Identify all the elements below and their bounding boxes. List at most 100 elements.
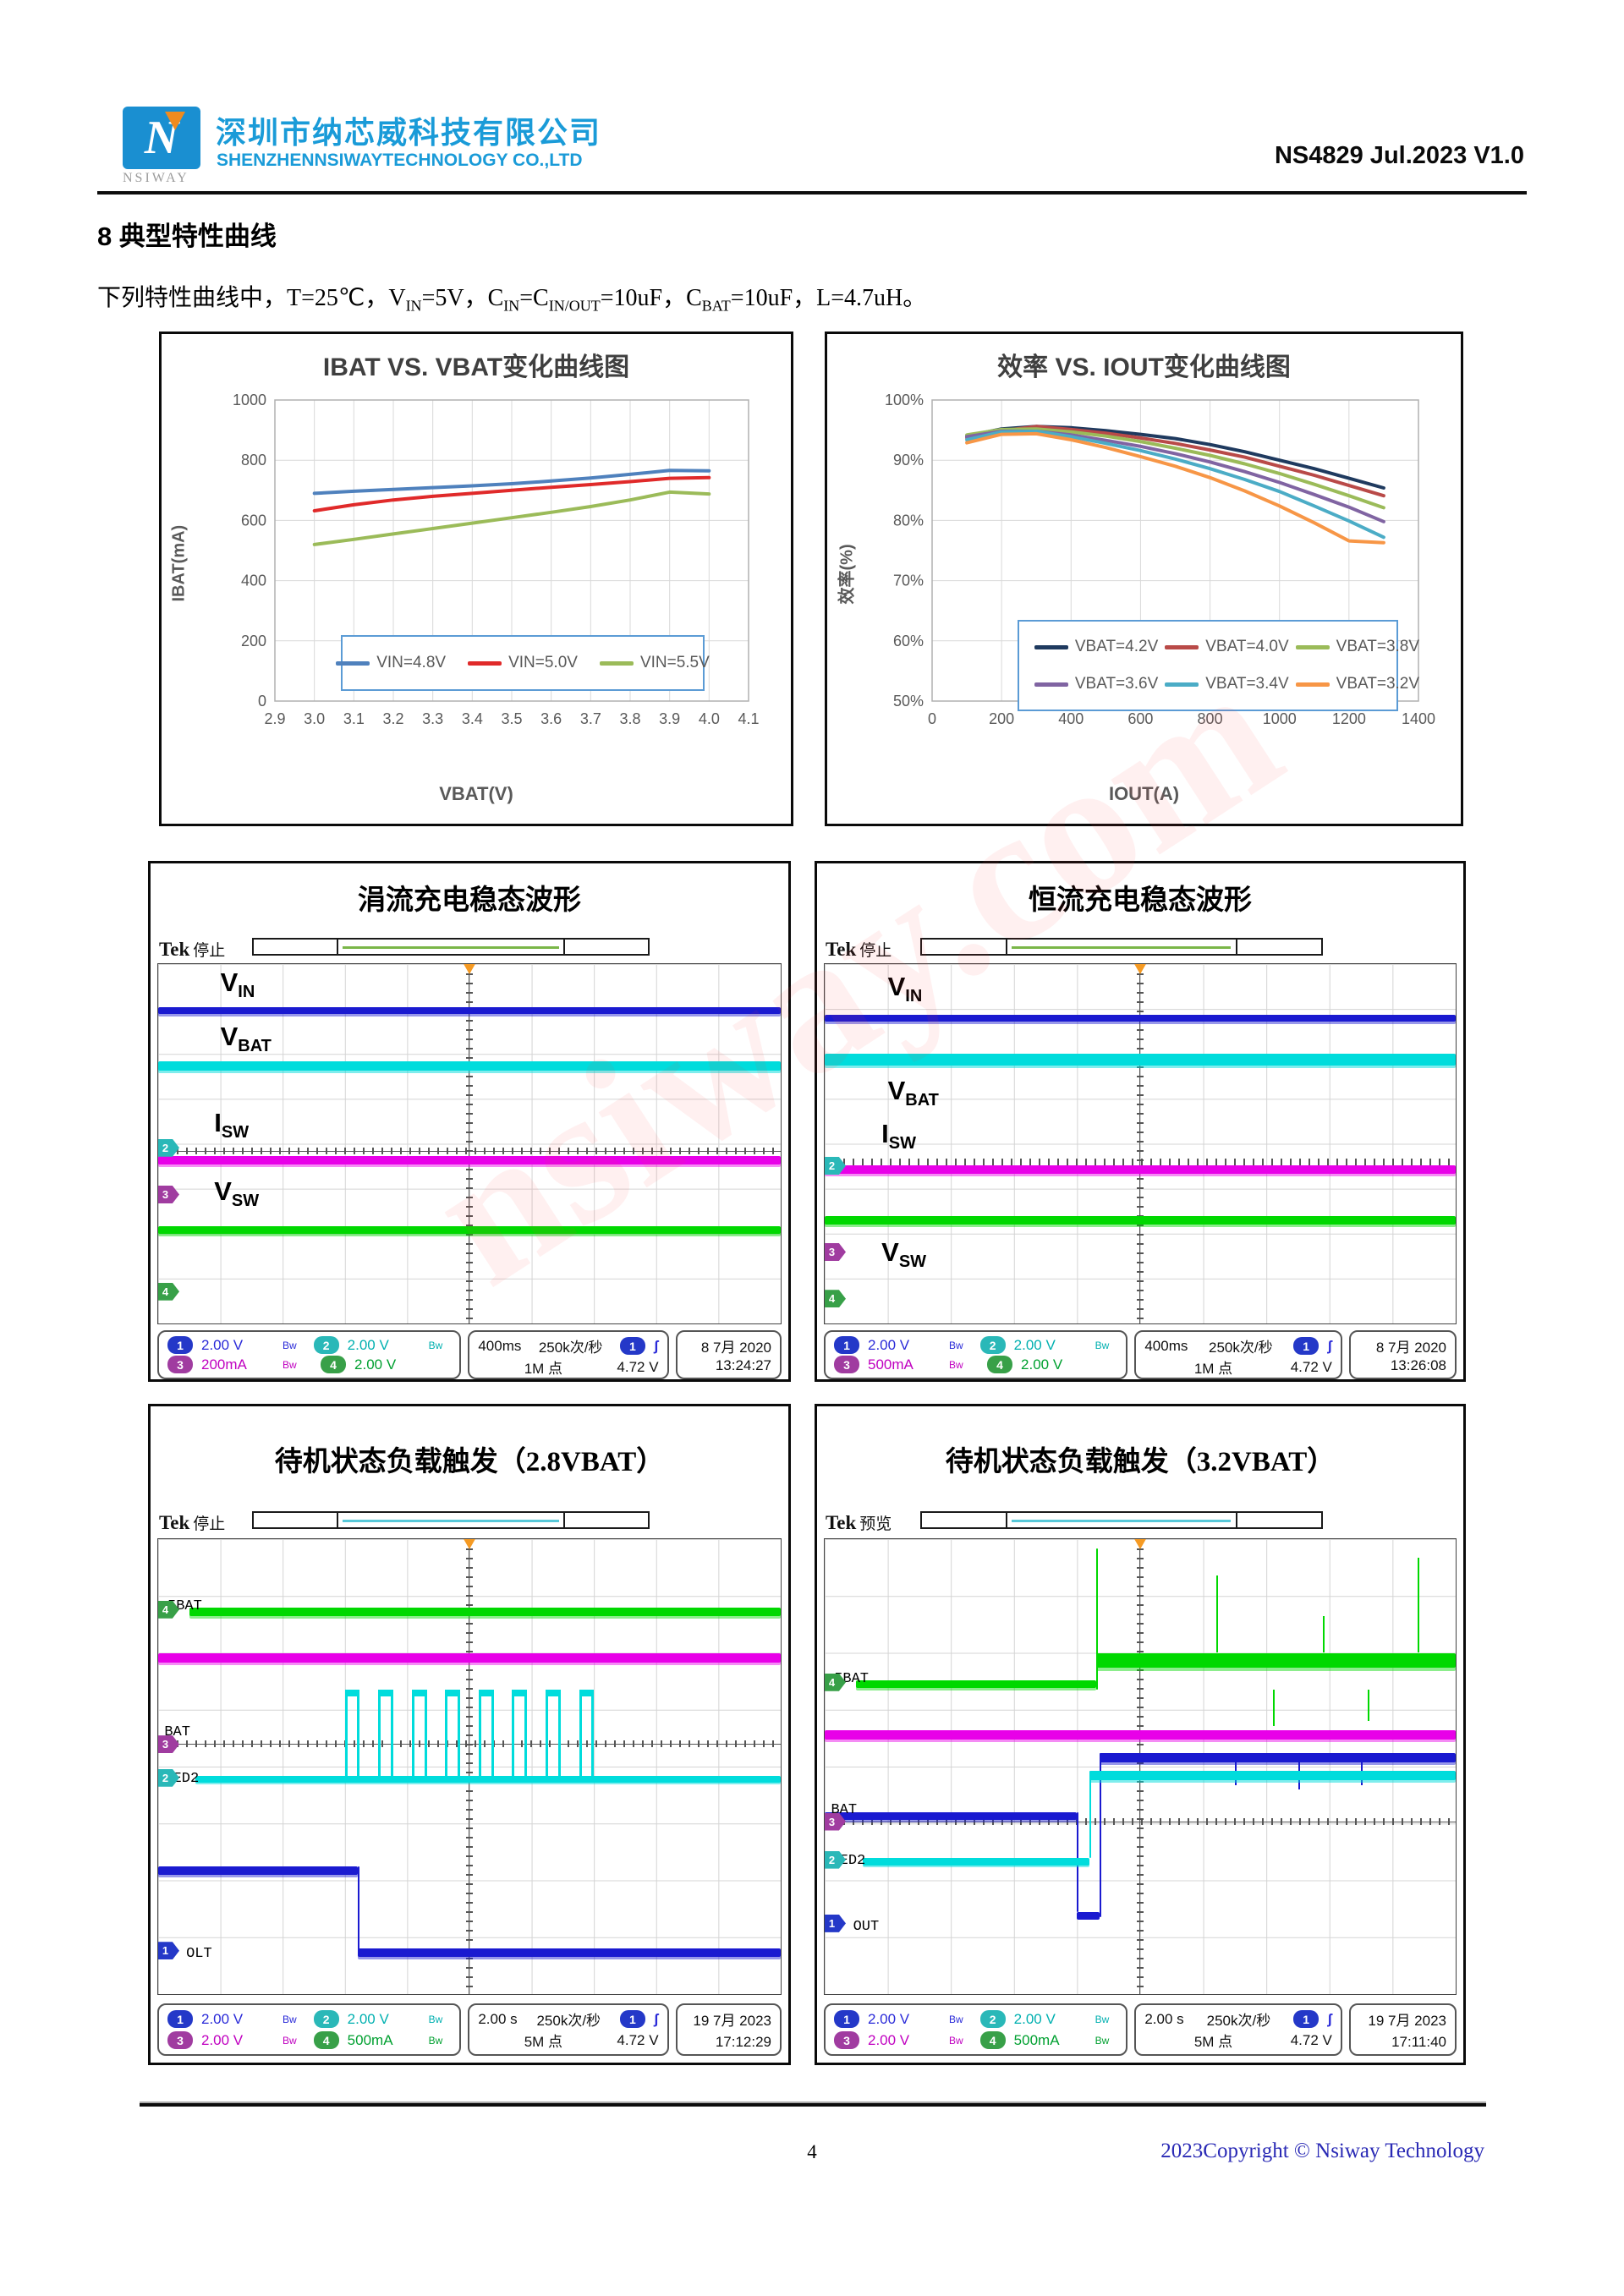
scope3-status-bar: 1 2.00 V Bw 2 2.00 V Bw 3 2.00 V Bw 4 500mA Bw 2.00 …: [157, 2003, 782, 2056]
scope1-position-bar: [252, 938, 650, 956]
svg-text:400: 400: [241, 573, 266, 589]
scope-panel-cc-charge: 恒流充电稳态波形 Tek 停止 VIN VBAT ISW VSW 2 3 4: [815, 861, 1466, 1382]
svg-text:50%: 50%: [893, 693, 924, 710]
condition-text: =5V，C: [421, 285, 504, 311]
channel-2-scale: 2.00 V: [1013, 2010, 1056, 2027]
svg-text:1000: 1000: [1263, 710, 1297, 727]
scope-panel-standby-2v8: 待机状态负载触发（2.8VBAT） Tek 停止 IBAT BAT LED2: [148, 1404, 791, 2065]
vin-trace: [158, 1007, 781, 1014]
timebase-row: 2.00 s 250k次/秒 1 ʃ: [1144, 2008, 1332, 2030]
channel-4-marker: 4: [825, 1290, 846, 1308]
chart1-xlabel: VBAT(V): [439, 783, 513, 804]
document-reference: NS4829 Jul.2023 V1.0: [1274, 142, 1524, 169]
legend-item: VIN=5.5V: [599, 654, 710, 672]
scope4-window-line: [1012, 1519, 1232, 1522]
date-time-readout: 8 7月 2020 13:26:08: [1348, 1330, 1457, 1379]
legend-label: VIN=4.8V: [376, 654, 447, 671]
logo-mark-icon: N: [123, 107, 200, 169]
chart1-ylabel: IBAT(mA): [169, 524, 189, 602]
timebase-value: 2.00 s: [478, 2010, 518, 2027]
ch2-ground-ticks: [825, 1158, 1456, 1165]
scope1-status-bar: 1 2.00 V Bw 2 2.00 V Bw 3 200mA Bw 4 2.00 V 400ms 25…: [157, 1330, 782, 1379]
channel-readout-row: 1 2.00 V Bw 2 2.00 V Bw: [834, 1335, 1117, 1355]
trigger-channel-badge: 1: [619, 1337, 645, 1355]
scope2-acq-mode: 停止: [859, 942, 892, 960]
vsw-trace: [825, 1215, 1456, 1225]
out-step-up: [1099, 1752, 1101, 1917]
scope-time: 13:24:27: [715, 1357, 771, 1373]
svg-text:3.4: 3.4: [462, 710, 483, 727]
scope4-graticule: IBAT BAT LED2: [824, 1538, 1457, 1995]
svg-text:0: 0: [258, 693, 266, 710]
sample-rate: 250k次/秒: [1208, 1340, 1273, 1356]
svg-text:1400: 1400: [1402, 710, 1435, 727]
channel-3-scale: 2.00 V: [868, 2031, 910, 2048]
scope-time: 13:26:08: [1390, 1357, 1446, 1373]
bandwidth-limit-icon: Bw: [283, 1358, 297, 1371]
scope2-tek-row: Tek 停止: [826, 938, 1455, 960]
svg-text:90%: 90%: [893, 452, 924, 469]
svg-text:0: 0: [928, 710, 936, 727]
trigger-channel-badge: 1: [1293, 1337, 1320, 1355]
svg-text:3.5: 3.5: [501, 710, 522, 727]
condition-text: =10uF，C: [600, 285, 702, 311]
center-vertical-line: [1139, 1539, 1140, 1994]
timebase-row: 400ms 250k次/秒 1 ʃ: [1144, 1335, 1332, 1356]
vsw-trace: [158, 1226, 781, 1235]
trigger-position-icon: [1133, 964, 1147, 974]
scope1-graticule: VIN VBAT ISW VSW 2 3 4: [157, 963, 782, 1324]
legend-item: VBAT=3.2V: [1295, 675, 1419, 693]
isw-wave-label: ISW: [214, 1108, 250, 1143]
trigger-level: 4.72 V: [617, 2031, 659, 2048]
bandwidth-limit-icon: Bw: [428, 1339, 443, 1351]
out-trace-mid: [825, 1811, 1078, 1820]
bandwidth-limit-icon: Bw: [949, 1339, 963, 1351]
channel-readout-row: 3 2.00 V Bw 4 500mA Bw: [834, 2030, 1117, 2051]
svg-text:1000: 1000: [233, 392, 266, 408]
scope-date: 8 7月 2020: [700, 1340, 771, 1356]
scope2-graticule: VIN VBAT ISW VSW 2 3 4: [824, 963, 1457, 1324]
record-length: 5M 点: [524, 2034, 563, 2050]
channel-3-badge: 3: [167, 1356, 193, 1373]
channel-3-marker: 3: [825, 1243, 846, 1261]
ibat-spike: [1215, 1575, 1218, 1653]
channel-4-marker: 4: [158, 1600, 179, 1619]
svg-text:4.1: 4.1: [738, 710, 759, 727]
trigger-slope-icon: ʃ: [1327, 1337, 1332, 1354]
isw-trace: [825, 1165, 1456, 1174]
trigger-level: 4.72 V: [1290, 2031, 1332, 2048]
channel-4-badge: 4: [979, 2031, 1006, 2049]
company-logo: N NSIWAY: [123, 107, 207, 191]
channel-1-scale: 2.00 V: [868, 1336, 910, 1353]
trigger-level: 4.72 V: [1290, 1358, 1332, 1375]
timebase-trigger-readouts: 2.00 s 250k次/秒 1 ʃ 5M 点 4.72 V: [468, 2003, 669, 2056]
scope4-position-bar: [919, 1511, 1323, 1529]
scope2-status-bar: 1 2.00 V Bw 2 2.00 V Bw 3 500mA Bw 4 2.00 V 400ms 25…: [824, 1330, 1457, 1379]
led2-pulse: [478, 1689, 494, 1776]
vin-wave-label: VIN: [887, 971, 923, 1006]
condition-subscript: IN/OUT: [548, 297, 601, 315]
channel-4-badge: 4: [313, 2031, 339, 2049]
trigger-position-icon: [1133, 1539, 1147, 1549]
channel-1-scale: 2.00 V: [868, 2010, 910, 2027]
channel-3-badge: 3: [167, 2031, 193, 2049]
svg-text:70%: 70%: [893, 573, 924, 589]
led2-pulse: [512, 1689, 528, 1776]
condition-text: 下列特性曲线中，T=25℃，V: [97, 285, 406, 311]
ibat-trace: [189, 1607, 781, 1616]
svg-text:800: 800: [241, 452, 266, 469]
channel-3-scale: 2.00 V: [201, 2031, 244, 2048]
condition-subscript: IN: [405, 297, 422, 315]
led2-trace-low: [862, 1857, 1090, 1866]
condition-subscript: BAT: [701, 297, 731, 315]
svg-text:400: 400: [1058, 710, 1084, 727]
legend-item: VBAT=3.4V: [1165, 675, 1289, 693]
bandwidth-limit-icon: Bw: [949, 2034, 963, 2047]
timebase-trigger-readouts: 2.00 s 250k次/秒 1 ʃ 5M 点 4.72 V: [1134, 2003, 1342, 2056]
chart2-title: 效率 VS. IOUT变化曲线图: [997, 353, 1291, 381]
ibat-spike: [1323, 1616, 1325, 1653]
logo-triangle-icon: [165, 112, 185, 130]
trigger-channel-badge: 1: [619, 2010, 645, 2028]
scope-time: 17:11:40: [1391, 2034, 1446, 2050]
isw-trace: [158, 1156, 781, 1165]
